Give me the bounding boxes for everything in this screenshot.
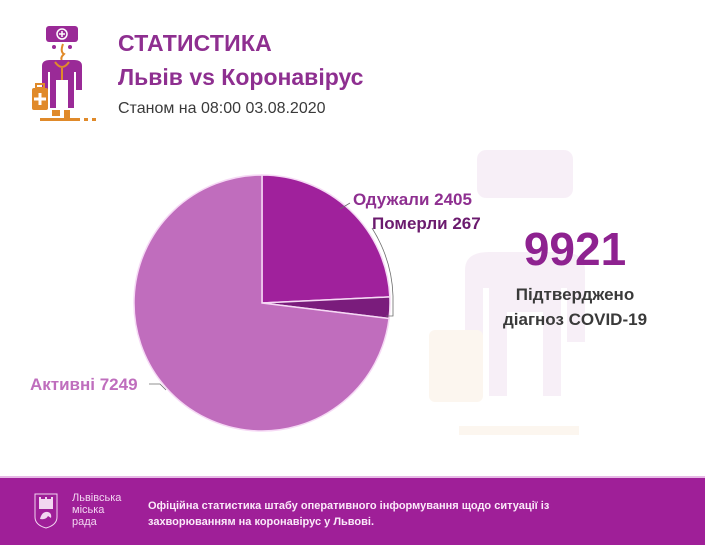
- footer-org-name: Львівська міська рада: [72, 492, 122, 528]
- label-active: Активні 7249: [30, 375, 138, 394]
- doctor-watermark-icon: [429, 150, 585, 435]
- doctor-icon: [32, 26, 96, 121]
- footer-description: Офіційна статистика штабу оперативного і…: [148, 500, 550, 528]
- label-recovered: Одужали 2405: [353, 190, 472, 209]
- total-confirmed-number: 9921: [523, 223, 627, 275]
- date-line: Станом на 08:00 03.08.2020: [118, 100, 326, 117]
- footer: Львівська міська рада Офіційна статистик…: [0, 476, 705, 545]
- label-died: Померли 267: [372, 214, 481, 233]
- caption-line-2: діагноз COVID-19: [502, 310, 648, 329]
- pie-slice-recovered: [261, 174, 391, 304]
- caption-line-1: Підтверджено: [515, 285, 635, 304]
- pie-chart: [133, 174, 394, 432]
- pie-slice-active: [133, 174, 390, 432]
- page-subtitle: Львів vs Коронавірус: [118, 64, 364, 90]
- total-confirmed-caption: Підтверджено діагноз COVID-19: [480, 282, 670, 332]
- page-title: СТАТИСТИКА: [118, 30, 272, 56]
- city-crest-icon: [34, 493, 58, 529]
